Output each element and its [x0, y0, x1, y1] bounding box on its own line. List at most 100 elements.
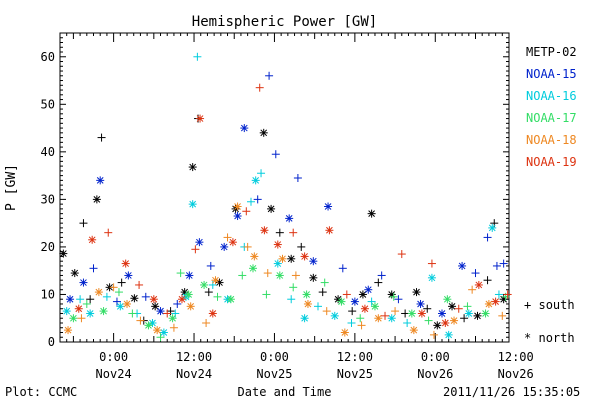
data-point-noaa-19	[74, 304, 83, 313]
data-point-noaa-16	[488, 223, 497, 232]
data-point-noaa-17	[302, 290, 311, 299]
data-point-noaa-17	[463, 302, 472, 311]
data-point-noaa-17	[128, 309, 137, 318]
data-point-noaa-19	[228, 238, 237, 247]
data-point-noaa-15	[458, 261, 467, 270]
data-point-noaa-18	[153, 326, 162, 335]
data-point-noaa-15	[173, 299, 182, 308]
data-point-noaa-15	[350, 297, 359, 306]
data-point-noaa-19	[397, 250, 406, 259]
data-point-noaa-16	[444, 330, 453, 339]
data-point-noaa-19	[135, 280, 144, 289]
data-point-noaa-17	[176, 269, 185, 278]
data-point-noaa-17	[69, 314, 78, 323]
data-point-noaa-16	[300, 314, 309, 323]
data-point-noaa-18	[77, 314, 86, 323]
data-point-noaa-15	[206, 261, 215, 270]
data-point-metp-02	[309, 273, 318, 282]
data-point-noaa-17	[320, 278, 329, 287]
data-point-noaa-15	[112, 297, 121, 306]
data-point-noaa-17	[200, 280, 209, 289]
data-point-noaa-16	[246, 197, 255, 206]
data-point-noaa-15	[293, 173, 302, 182]
data-point-noaa-19	[491, 297, 500, 306]
data-point-metp-02	[267, 204, 276, 213]
data-point-noaa-19	[273, 240, 282, 249]
data-point-noaa-17	[337, 297, 346, 306]
data-point-noaa-16	[188, 200, 197, 209]
data-point-noaa-18	[109, 283, 118, 292]
y-tick-label: 0	[48, 335, 55, 349]
x-tick-date-label: Nov24	[176, 367, 212, 381]
data-point-metp-02	[318, 288, 327, 297]
x-tick-time-label: 12:00	[176, 350, 212, 364]
data-point-noaa-16	[403, 318, 412, 327]
data-point-noaa-18	[429, 330, 438, 339]
data-point-noaa-15	[89, 264, 98, 273]
data-point-noaa-16	[367, 297, 376, 306]
data-point-noaa-19	[300, 252, 309, 261]
data-point-noaa-17	[144, 321, 153, 330]
legend-item-noaa-17: NOAA-17	[526, 111, 577, 125]
data-point-metp-02	[287, 254, 296, 263]
data-point-noaa-18	[169, 323, 178, 332]
data-point-noaa-19	[121, 259, 130, 268]
data-point-noaa-17	[226, 295, 235, 304]
data-point-metp-02	[374, 278, 383, 287]
data-point-noaa-17	[238, 271, 247, 280]
x-tick-date-label: Nov25	[256, 367, 292, 381]
marker-key-south-label: south	[538, 298, 575, 312]
data-point-noaa-16	[427, 273, 436, 282]
plot-frame	[59, 32, 510, 343]
legend-item-noaa-15: NOAA-15	[526, 67, 577, 81]
data-point-noaa-16	[62, 307, 71, 316]
data-point-noaa-18	[322, 307, 331, 316]
data-point-metp-02	[204, 288, 213, 297]
data-point-noaa-17	[99, 307, 108, 316]
legend-item-noaa-18: NOAA-18	[526, 133, 577, 147]
data-point-noaa-19	[427, 259, 436, 268]
data-point-noaa-18	[223, 233, 232, 242]
x-tick-date-label: Nov26	[417, 367, 453, 381]
data-point-noaa-19	[503, 290, 512, 299]
data-point-noaa-15	[240, 124, 249, 133]
data-point-noaa-17	[262, 290, 271, 299]
data-point-noaa-19	[474, 280, 483, 289]
chart-title: Hemispheric Power [GW]	[192, 14, 377, 30]
data-point-noaa-15	[437, 309, 446, 318]
data-point-noaa-15	[124, 271, 133, 280]
marker-key-south: + south	[524, 298, 575, 312]
data-point-noaa-15	[195, 238, 204, 247]
data-point-noaa-17	[407, 309, 416, 318]
data-point-metp-02	[448, 302, 457, 311]
data-point-noaa-15	[185, 271, 194, 280]
data-point-metp-02	[460, 314, 469, 323]
data-point-noaa-15	[253, 195, 262, 204]
data-point-noaa-18	[484, 299, 493, 308]
data-point-noaa-16	[76, 295, 85, 304]
data-point-metp-02	[358, 290, 367, 299]
data-point-noaa-19	[441, 318, 450, 327]
marker-key-north: * north	[524, 331, 575, 345]
marker-key-north-label: north	[538, 331, 575, 345]
marker-key-south-symbol: +	[524, 298, 532, 312]
data-point-noaa-17	[213, 292, 222, 301]
data-point-noaa-16	[464, 309, 473, 318]
y-tick-label: 10	[41, 287, 55, 301]
data-point-noaa-17	[443, 295, 452, 304]
data-point-noaa-19	[325, 226, 334, 235]
footer-timestamp: 2011/11/26 15:35:05	[443, 385, 581, 399]
data-point-noaa-19	[381, 311, 390, 320]
x-tick-date-label: Nov24	[96, 367, 132, 381]
data-point-noaa-18	[136, 316, 145, 325]
data-point-metp-02	[401, 309, 410, 318]
data-point-metp-02	[433, 321, 442, 330]
data-point-noaa-15	[220, 242, 229, 251]
data-point-noaa-18	[340, 328, 349, 337]
data-point-noaa-18	[243, 242, 252, 251]
data-point-noaa-19	[196, 114, 205, 123]
marker-key-north-symbol: *	[524, 331, 532, 345]
data-point-noaa-15	[66, 295, 75, 304]
